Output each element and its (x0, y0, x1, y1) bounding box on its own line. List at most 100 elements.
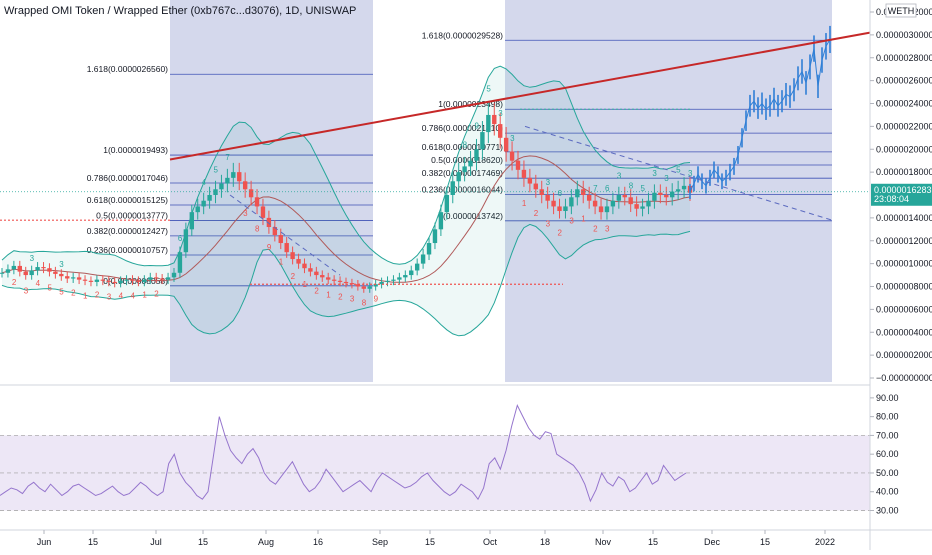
candle-body (23, 271, 28, 276)
candle-body (148, 277, 153, 280)
candle-body (219, 183, 224, 190)
candle-body (29, 270, 34, 276)
candle-body (136, 280, 141, 282)
td-mark-green: 6 (558, 189, 563, 198)
candle-body (195, 206, 200, 213)
price-tick-label: 0.0000006000 (876, 304, 932, 314)
candle-body (17, 265, 22, 272)
candle-body (385, 280, 390, 282)
currency-badge[interactable]: WETH (885, 3, 917, 18)
td-mark-red: 4 (119, 292, 124, 301)
currency-badge-label: WETH (888, 6, 915, 16)
bollinger-upper (1, 65, 691, 267)
candle-body (278, 235, 283, 244)
price-tick-label: 0.0000024000 (876, 99, 932, 109)
time-tick-label: Aug (258, 537, 274, 547)
td-mark-red: 8 (362, 299, 367, 308)
candle-body (165, 277, 171, 280)
candle-body (65, 276, 70, 279)
resistance-trendline (169, 31, 871, 161)
candle-body (527, 177, 533, 184)
candle-body (242, 181, 248, 190)
price-tag-value: 0.0000016283 (874, 185, 932, 195)
td-mark-green: 4 (202, 178, 207, 187)
candle-body (296, 259, 301, 264)
candle-body (373, 284, 378, 287)
fib-right-label: 0.786(0.0000021410) (422, 123, 503, 133)
td-mark-green: 3 (664, 174, 669, 183)
td-mark-red: 2 (593, 225, 598, 234)
candle-body (664, 195, 669, 198)
td-mark-green: 3 (30, 254, 35, 263)
td-mark-green: 8 (463, 140, 468, 149)
candle-body (82, 279, 88, 281)
time-tick-label: Nov (595, 537, 612, 547)
candle-body (130, 279, 135, 281)
candle-body (76, 277, 82, 280)
time-tick-label: 15 (88, 537, 98, 547)
td-mark-red: 3 (605, 225, 610, 234)
rsi-pane (0, 404, 870, 511)
td-mark-red: 2 (314, 286, 319, 295)
time-tick-label: Dec (704, 537, 721, 547)
rsi-tick-label: 60.00 (876, 449, 899, 459)
time-axis[interactable]: Jun 15 Jul 15 Aug 16 Sep 15 Oct 18 Nov 15 Dec 15 2022 (37, 530, 835, 547)
candle-body (308, 268, 313, 272)
fib-right-label: 1.618(0.0000029528) (422, 30, 503, 40)
candle-body (515, 160, 521, 170)
candle-body (361, 286, 366, 289)
td-mark-green: 5 (214, 165, 219, 174)
candle-body (154, 277, 159, 279)
time-tick-label: 2022 (815, 537, 835, 547)
candle-body (53, 271, 58, 274)
candle-body (681, 185, 687, 190)
price-tag-countdown: 23:08:04 (874, 194, 909, 204)
candle-body (509, 151, 515, 161)
candle-body (438, 212, 444, 230)
candle-body (468, 160, 473, 167)
td-mark-red: 5 (47, 283, 52, 292)
price-tick-label: 0.0000030000 (876, 30, 932, 40)
td-mark-red: 1 (581, 214, 586, 223)
td-mark-green: 5 (641, 184, 646, 193)
candle-body (409, 270, 414, 276)
td-mark-red: 8 (255, 225, 260, 234)
candle-body (592, 200, 598, 207)
candle-body (420, 254, 426, 264)
candle-body (652, 192, 657, 201)
price-tick-label: 0.0000018000 (876, 167, 932, 177)
candle-body (598, 206, 604, 213)
candle-body (521, 169, 527, 178)
td-mark-green: 3 (498, 109, 503, 118)
candle-body (337, 280, 343, 282)
candle-body (260, 206, 266, 218)
td-mark-red: 1 (326, 290, 331, 299)
candle-body (610, 200, 616, 207)
candle-body (462, 166, 467, 173)
rsi-axis[interactable]: 90.00 80.00 70.00 60.00 50.00 40.00 30.00 (870, 393, 899, 516)
price-tick-label: 0.0000002000 (876, 350, 932, 360)
candle-body (403, 275, 408, 278)
td-mark-green: 6 (605, 184, 610, 193)
price-axis[interactable]: 0.00000320000.00000300000.00000280000.00… (870, 7, 932, 383)
candle-body (640, 206, 645, 209)
td-mark-red: 2 (291, 272, 296, 281)
candle-body (343, 281, 349, 284)
trend-lines[interactable] (0, 31, 871, 285)
fib-left-label: 0(0.0000008058) (103, 276, 168, 286)
last-price-tag: 0.0000016283 23:08:04 (871, 183, 932, 206)
time-tick-label: 15 (198, 537, 208, 547)
time-tick-label: Jun (37, 537, 52, 547)
rsi-tick-label: 30.00 (876, 505, 899, 515)
td-mark-red: 1 (142, 290, 147, 299)
candles[interactable] (0, 103, 693, 293)
candle-body (5, 269, 11, 273)
price-tick-label: 0.0000014000 (876, 213, 932, 223)
rsi-tick-label: 80.00 (876, 412, 899, 422)
rsi-tick-label: 50.00 (876, 468, 899, 478)
candle-body (575, 189, 580, 198)
candle-body (604, 206, 610, 213)
